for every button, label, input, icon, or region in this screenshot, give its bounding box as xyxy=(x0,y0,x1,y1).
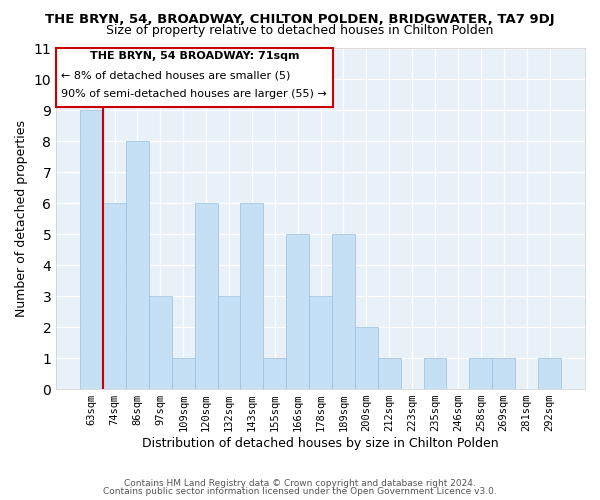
Bar xyxy=(172,358,194,389)
Bar xyxy=(424,358,446,389)
Bar xyxy=(241,203,263,389)
Bar xyxy=(263,358,286,389)
Bar xyxy=(309,296,332,389)
Bar xyxy=(103,203,126,389)
Text: 90% of semi-detached houses are larger (55) →: 90% of semi-detached houses are larger (… xyxy=(61,89,327,99)
Bar xyxy=(286,234,309,389)
Text: Size of property relative to detached houses in Chilton Polden: Size of property relative to detached ho… xyxy=(106,24,494,37)
Y-axis label: Number of detached properties: Number of detached properties xyxy=(15,120,28,317)
Bar xyxy=(332,234,355,389)
Bar xyxy=(126,141,149,389)
Text: THE BRYN, 54, BROADWAY, CHILTON POLDEN, BRIDGWATER, TA7 9DJ: THE BRYN, 54, BROADWAY, CHILTON POLDEN, … xyxy=(45,12,555,26)
Bar xyxy=(538,358,561,389)
X-axis label: Distribution of detached houses by size in Chilton Polden: Distribution of detached houses by size … xyxy=(142,437,499,450)
Bar xyxy=(492,358,515,389)
Bar xyxy=(218,296,241,389)
Text: Contains HM Land Registry data © Crown copyright and database right 2024.: Contains HM Land Registry data © Crown c… xyxy=(124,478,476,488)
Bar xyxy=(80,110,103,389)
Text: ← 8% of detached houses are smaller (5): ← 8% of detached houses are smaller (5) xyxy=(61,70,291,81)
Bar xyxy=(469,358,492,389)
Bar xyxy=(378,358,401,389)
FancyBboxPatch shape xyxy=(56,48,333,107)
Bar xyxy=(355,327,378,389)
Bar xyxy=(194,203,218,389)
Text: Contains public sector information licensed under the Open Government Licence v3: Contains public sector information licen… xyxy=(103,487,497,496)
Text: THE BRYN, 54 BROADWAY: 71sqm: THE BRYN, 54 BROADWAY: 71sqm xyxy=(90,52,299,62)
Bar xyxy=(149,296,172,389)
